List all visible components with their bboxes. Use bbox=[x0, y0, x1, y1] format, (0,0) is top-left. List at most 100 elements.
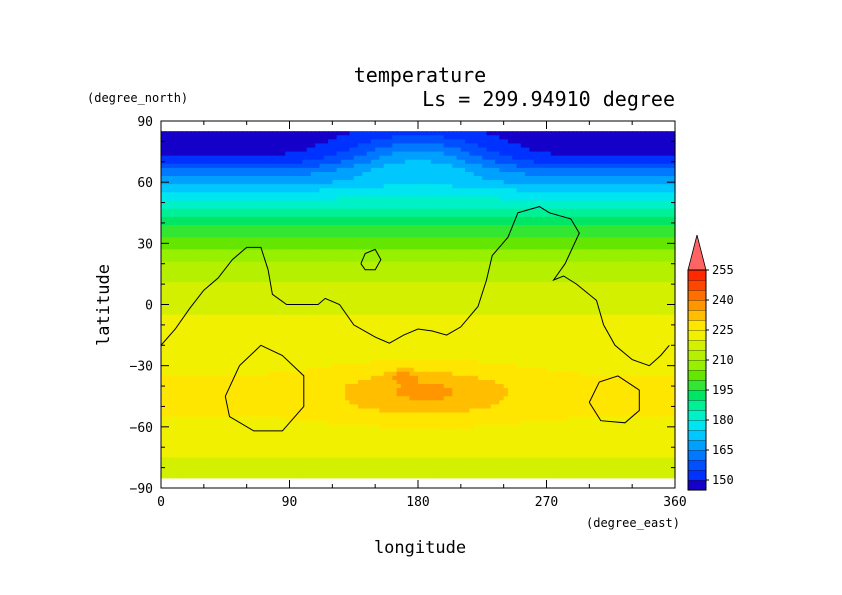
field-cell bbox=[208, 273, 213, 279]
field-cell bbox=[208, 277, 213, 283]
field-cell bbox=[255, 237, 261, 242]
field-cell bbox=[293, 200, 299, 206]
field-cell bbox=[576, 180, 582, 185]
field-cell bbox=[379, 147, 385, 153]
field-cell bbox=[619, 139, 625, 145]
field-cell bbox=[413, 286, 419, 291]
field-cell bbox=[606, 229, 612, 234]
field-cell bbox=[482, 249, 488, 255]
field-cell bbox=[550, 220, 556, 226]
field-cell bbox=[298, 229, 303, 234]
field-cell bbox=[306, 294, 312, 299]
field-cell bbox=[161, 273, 166, 279]
field-cell bbox=[272, 192, 278, 198]
field-cell bbox=[576, 245, 582, 251]
field-cell bbox=[173, 229, 179, 234]
field-cell bbox=[503, 131, 509, 136]
field-cell bbox=[623, 196, 629, 202]
field-cell bbox=[469, 139, 475, 145]
field-cell bbox=[443, 208, 449, 214]
field-cell bbox=[238, 277, 243, 283]
field-cell bbox=[503, 143, 509, 149]
field-cell bbox=[165, 155, 171, 161]
field-cell bbox=[430, 241, 436, 246]
field-cell bbox=[477, 171, 483, 177]
field-cell bbox=[585, 188, 590, 193]
field-cell bbox=[435, 220, 441, 226]
field-cell bbox=[375, 167, 381, 173]
field-cell bbox=[615, 212, 620, 218]
field-cell bbox=[208, 261, 213, 267]
field-cell bbox=[383, 224, 389, 230]
field-cell bbox=[546, 257, 552, 263]
field-cell bbox=[289, 273, 295, 279]
field-cell bbox=[439, 282, 445, 287]
field-cell bbox=[507, 249, 513, 255]
field-cell bbox=[640, 147, 646, 153]
field-cell bbox=[332, 212, 338, 218]
field-cell bbox=[246, 229, 252, 234]
field-cell bbox=[169, 233, 175, 238]
field-cell bbox=[649, 151, 655, 157]
field-cell bbox=[285, 171, 291, 177]
field-cell bbox=[208, 216, 213, 222]
field-cell bbox=[542, 176, 548, 181]
field-cell bbox=[186, 155, 192, 161]
field-cell bbox=[169, 159, 175, 165]
field-cell bbox=[293, 249, 299, 255]
field-cell bbox=[542, 131, 548, 136]
field-cell bbox=[225, 212, 231, 218]
field-cell bbox=[293, 131, 299, 136]
field-cell bbox=[465, 224, 470, 230]
field-cell bbox=[358, 257, 363, 263]
field-cell bbox=[516, 139, 522, 145]
field-cell bbox=[405, 167, 411, 173]
field-cell bbox=[615, 131, 620, 136]
field-cell bbox=[238, 167, 243, 173]
field-cell bbox=[165, 147, 171, 153]
field-cell bbox=[563, 212, 569, 218]
field-cell bbox=[263, 212, 269, 218]
field-cell bbox=[328, 237, 333, 242]
field-cell bbox=[255, 151, 261, 157]
field-cell bbox=[225, 249, 231, 255]
field-cell bbox=[499, 282, 505, 287]
field-cell bbox=[383, 286, 389, 291]
field-cell bbox=[443, 261, 449, 267]
field-cell bbox=[268, 241, 273, 246]
field-cell bbox=[289, 249, 295, 255]
field-cell bbox=[169, 298, 175, 304]
field-cell bbox=[233, 216, 239, 222]
field-cell bbox=[576, 204, 582, 210]
field-cell bbox=[229, 294, 235, 299]
field-cell bbox=[550, 171, 556, 177]
field-cell bbox=[383, 241, 389, 246]
field-cell bbox=[580, 143, 586, 149]
field-cell bbox=[520, 176, 526, 181]
field-cell bbox=[653, 135, 659, 140]
field-cell bbox=[525, 229, 530, 234]
field-cell bbox=[649, 224, 655, 230]
field-cell bbox=[430, 257, 436, 263]
field-cell bbox=[336, 273, 342, 279]
field-cell bbox=[405, 180, 411, 185]
field-cell bbox=[512, 188, 518, 193]
field-cell bbox=[456, 282, 462, 287]
field-cell bbox=[465, 139, 470, 145]
field-cell bbox=[525, 184, 530, 189]
field-cell bbox=[323, 245, 329, 251]
field-cell bbox=[486, 188, 492, 193]
field-cell bbox=[649, 294, 655, 299]
field-cell bbox=[606, 265, 612, 271]
field-cell bbox=[460, 200, 466, 206]
field-cell bbox=[276, 188, 282, 193]
field-cell bbox=[353, 212, 359, 218]
field-cell bbox=[165, 204, 171, 210]
field-cell bbox=[422, 196, 428, 202]
field-cell bbox=[203, 155, 209, 161]
field-cell bbox=[465, 155, 470, 161]
field-cell bbox=[203, 139, 209, 145]
field-cell bbox=[392, 143, 398, 149]
field-cell bbox=[430, 163, 436, 169]
field-cell bbox=[366, 257, 372, 263]
